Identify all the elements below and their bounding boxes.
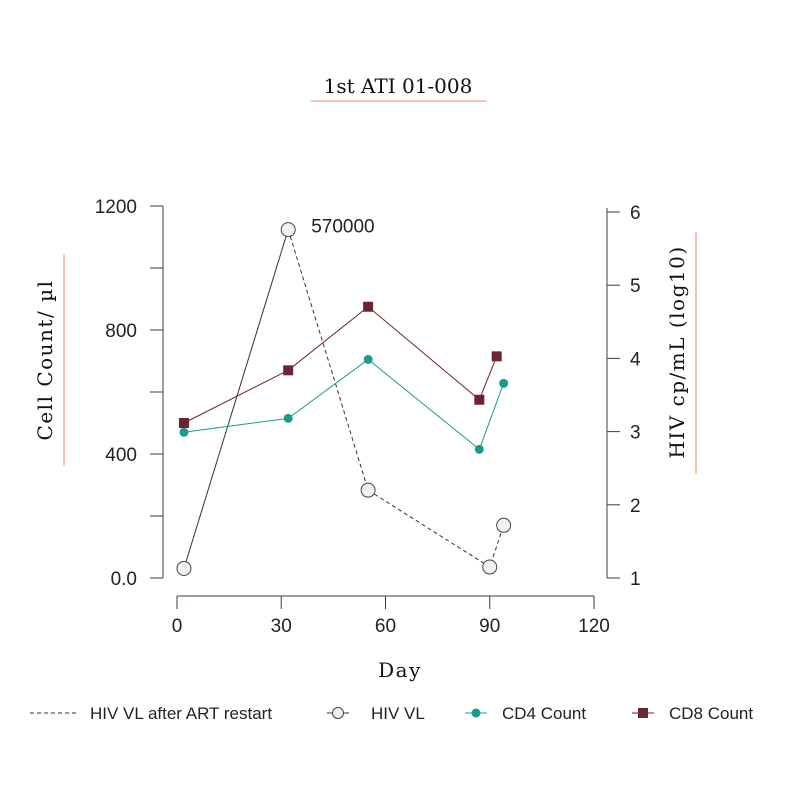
x-tick-label: 120 xyxy=(578,616,610,637)
series-layer xyxy=(176,222,512,576)
right-tick-label: 3 xyxy=(630,423,641,444)
legend-cd8-count-label: CD8 Count xyxy=(669,704,753,723)
cd8-count-point xyxy=(363,301,374,312)
left-tick-label: 0.0 xyxy=(111,569,137,590)
right-axis-title: HIV cp/mL (log10) xyxy=(665,245,689,458)
legend-hiv-vl-after-art-restart-label: HIV VL after ART restart xyxy=(90,704,272,723)
hiv-vl-after-art-restart-point xyxy=(482,559,498,575)
cd4-count-point xyxy=(363,354,373,364)
left-tick-label: 400 xyxy=(105,445,137,466)
left-axis-title: Cell Count/ µl xyxy=(33,280,57,441)
cd8-count-line xyxy=(183,306,498,424)
cd8-count-point xyxy=(283,365,294,376)
hiv-vl-after-art-restart-line xyxy=(287,229,505,568)
left-y-ticks: 0.0 400 800 1200 xyxy=(95,197,163,590)
hiv-vl-point xyxy=(176,560,192,576)
cd4-count-point xyxy=(474,444,484,454)
cd4-count-point xyxy=(283,413,293,423)
legend-hiv-vl-label: HIV VL xyxy=(371,704,425,723)
cd8-count-point xyxy=(491,351,502,362)
hiv-vl-point xyxy=(280,222,296,238)
chart-title: 1st ATI 01-008 xyxy=(324,74,473,98)
cd4-count-line xyxy=(183,358,505,451)
cd8-count-point xyxy=(474,394,485,405)
x-ticks: 0 30 60 90 120 xyxy=(172,596,610,637)
hiv-vl-line xyxy=(183,229,289,569)
cd4-count-point xyxy=(499,378,509,388)
x-tick-label: 0 xyxy=(172,616,183,637)
cd4-count-point xyxy=(179,427,189,437)
x-axis-title: Day xyxy=(378,658,422,682)
legend-hiv-vl-symbol xyxy=(332,707,344,719)
left-tick-label: 1200 xyxy=(95,197,137,218)
peak-annotation: 570000 xyxy=(311,217,374,238)
right-tick-label: 1 xyxy=(630,569,641,590)
right-tick-label: 2 xyxy=(630,496,641,517)
right-tick-label: 6 xyxy=(630,203,641,224)
hiv-vl-after-art-restart-point xyxy=(496,517,512,533)
legend: HIV VL after ART restart HIV VL CD4 Count C… xyxy=(30,704,753,723)
left-tick-label: 800 xyxy=(105,321,137,342)
x-tick-label: 30 xyxy=(271,616,292,637)
cd8-count-point xyxy=(178,418,189,428)
legend-cd8-count-symbol xyxy=(638,708,648,718)
x-tick-label: 60 xyxy=(375,616,396,637)
right-tick-label: 5 xyxy=(630,276,641,297)
x-tick-label: 90 xyxy=(479,616,500,637)
legend-cd4-count-symbol xyxy=(471,708,481,718)
right-tick-label: 4 xyxy=(630,349,641,370)
hiv-vl-after-art-restart-point xyxy=(360,482,376,498)
right-y-ticks: 1 2 3 4 5 6 xyxy=(607,203,641,590)
legend-cd4-count-label: CD4 Count xyxy=(502,704,586,723)
